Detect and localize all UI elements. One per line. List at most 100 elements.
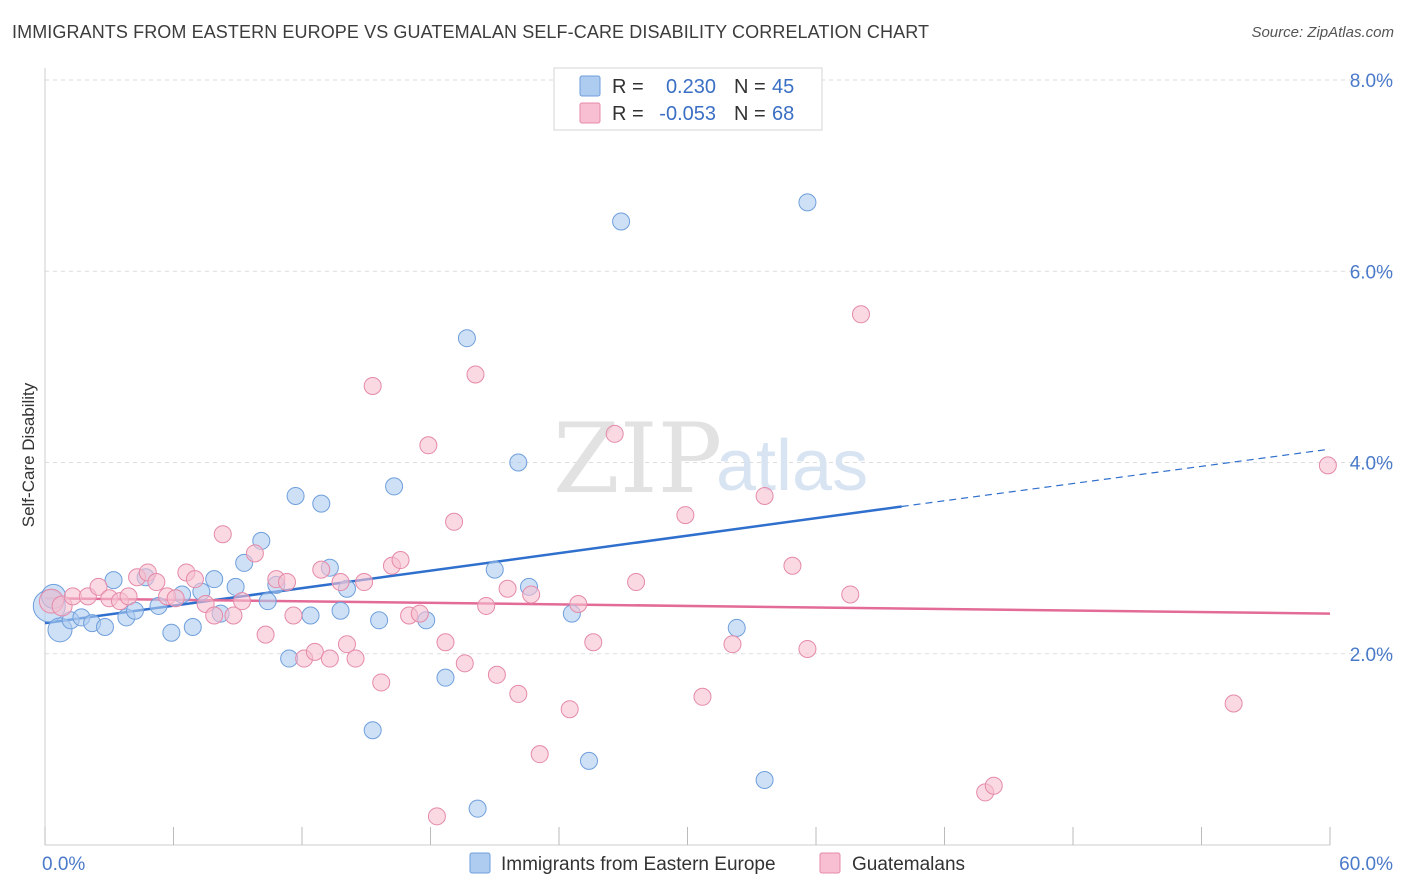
point-guatemalan xyxy=(166,589,185,608)
legend-r-label-1: R = xyxy=(612,76,644,98)
series-legend-swatch-pink xyxy=(819,852,841,874)
point-guatemalan xyxy=(312,560,331,579)
point-guatemalan xyxy=(851,305,870,324)
point-guatemalan xyxy=(560,700,579,719)
x-tick-label-min: 0.0% xyxy=(42,854,85,875)
point-eastern-europe xyxy=(286,486,305,505)
point-guatemalan xyxy=(984,776,1003,795)
point-guatemalan xyxy=(455,654,474,673)
point-guatemalan xyxy=(119,587,138,606)
legend-r-value-2: -0.053 xyxy=(659,103,716,125)
point-guatemalan xyxy=(584,633,603,652)
point-guatemalan xyxy=(320,649,339,668)
point-guatemalan xyxy=(346,649,365,668)
point-guatemalan xyxy=(410,604,429,623)
point-guatemalan xyxy=(185,570,204,589)
point-guatemalan xyxy=(363,377,382,395)
point-eastern-europe xyxy=(363,721,382,740)
y-tick-label: 6.0% xyxy=(1350,262,1393,283)
point-guatemalan xyxy=(569,595,588,614)
point-eastern-europe xyxy=(436,668,455,687)
point-guatemalan xyxy=(337,635,356,654)
watermark: ZIP atlas xyxy=(553,403,868,515)
point-eastern-europe xyxy=(312,494,331,513)
point-eastern-europe xyxy=(280,649,299,668)
series-legend: Immigrants from Eastern Europe Guatemala… xyxy=(469,852,965,875)
point-guatemalan xyxy=(436,633,455,652)
legend-swatch-blue xyxy=(579,75,601,97)
point-guatemalan xyxy=(509,684,528,703)
point-guatemalan xyxy=(427,807,446,826)
point-guatemalan xyxy=(355,573,374,592)
data-points xyxy=(32,193,1337,826)
point-guatemalan xyxy=(89,577,108,596)
point-guatemalan xyxy=(256,625,275,644)
point-guatemalan xyxy=(278,573,297,592)
point-eastern-europe xyxy=(468,799,487,818)
point-eastern-europe xyxy=(162,623,181,642)
point-guatemalan xyxy=(224,606,243,625)
point-guatemalan xyxy=(723,635,742,654)
legend-n-label-1: N = xyxy=(734,76,766,98)
point-guatemalan xyxy=(147,573,166,592)
point-guatemalan xyxy=(419,436,438,455)
point-guatemalan xyxy=(63,587,82,606)
point-guatemalan xyxy=(530,745,549,764)
point-guatemalan xyxy=(627,573,646,592)
x-tick-label-max: 60.0% xyxy=(1339,854,1393,875)
trend-line-eastern-europe xyxy=(44,505,902,625)
point-guatemalan xyxy=(245,544,264,563)
point-guatemalan xyxy=(487,665,506,684)
point-guatemalan xyxy=(331,573,350,592)
point-guatemalan xyxy=(477,596,496,615)
point-guatemalan xyxy=(1224,694,1243,713)
y-tick-label: 4.0% xyxy=(1350,454,1393,475)
point-eastern-europe xyxy=(104,571,123,590)
stats-legend: R = 0.230 N = 45 R = -0.053 N = 68 xyxy=(553,67,823,131)
axes xyxy=(44,68,1331,846)
point-guatemalan xyxy=(213,525,232,544)
point-eastern-europe xyxy=(798,193,817,212)
point-eastern-europe xyxy=(385,477,404,496)
point-guatemalan xyxy=(305,642,324,661)
point-guatemalan xyxy=(605,424,624,443)
point-guatemalan xyxy=(233,592,252,611)
point-eastern-europe xyxy=(258,592,277,611)
point-guatemalan xyxy=(391,551,410,570)
point-guatemalan xyxy=(841,585,860,604)
legend-r-value-1: 0.230 xyxy=(666,76,716,98)
point-guatemalan xyxy=(498,579,517,598)
point-guatemalan xyxy=(1318,456,1337,475)
point-guatemalan xyxy=(755,486,774,505)
point-eastern-europe xyxy=(457,329,476,348)
point-eastern-europe xyxy=(579,751,598,770)
point-eastern-europe xyxy=(612,212,631,231)
point-guatemalan xyxy=(372,673,391,692)
legend-n-value-2: 68 xyxy=(772,103,794,125)
point-eastern-europe xyxy=(727,618,746,637)
source-label: Source: ZipAtlas.com xyxy=(1251,24,1394,41)
y-tick-label: 8.0% xyxy=(1350,71,1393,92)
point-guatemalan xyxy=(798,639,817,658)
legend-r-label-2: R = xyxy=(612,103,644,125)
y-tick-labels: 2.0% 4.0% 6.0% 8.0% xyxy=(1350,71,1393,666)
y-axis-label: Self-Care Disability xyxy=(19,382,38,527)
point-guatemalan xyxy=(445,512,464,531)
x-tick-labels: 0.0% 60.0% xyxy=(42,854,1393,875)
trend-line-eastern-europe-extension xyxy=(901,448,1331,508)
point-eastern-europe xyxy=(509,453,528,472)
point-eastern-europe xyxy=(95,617,114,636)
point-guatemalan xyxy=(466,365,485,384)
point-eastern-europe xyxy=(301,606,320,625)
chart-title: IMMIGRANTS FROM EASTERN EUROPE VS GUATEM… xyxy=(12,22,930,42)
series-legend-label-blue: Immigrants from Eastern Europe xyxy=(501,854,776,875)
watermark-atlas: atlas xyxy=(716,426,868,506)
point-guatemalan xyxy=(205,606,224,625)
point-guatemalan xyxy=(284,606,303,625)
point-eastern-europe xyxy=(183,617,202,636)
point-eastern-europe xyxy=(331,601,350,620)
legend-n-value-1: 45 xyxy=(772,76,794,98)
point-eastern-europe xyxy=(370,611,389,630)
series-legend-label-pink: Guatemalans xyxy=(852,854,965,875)
